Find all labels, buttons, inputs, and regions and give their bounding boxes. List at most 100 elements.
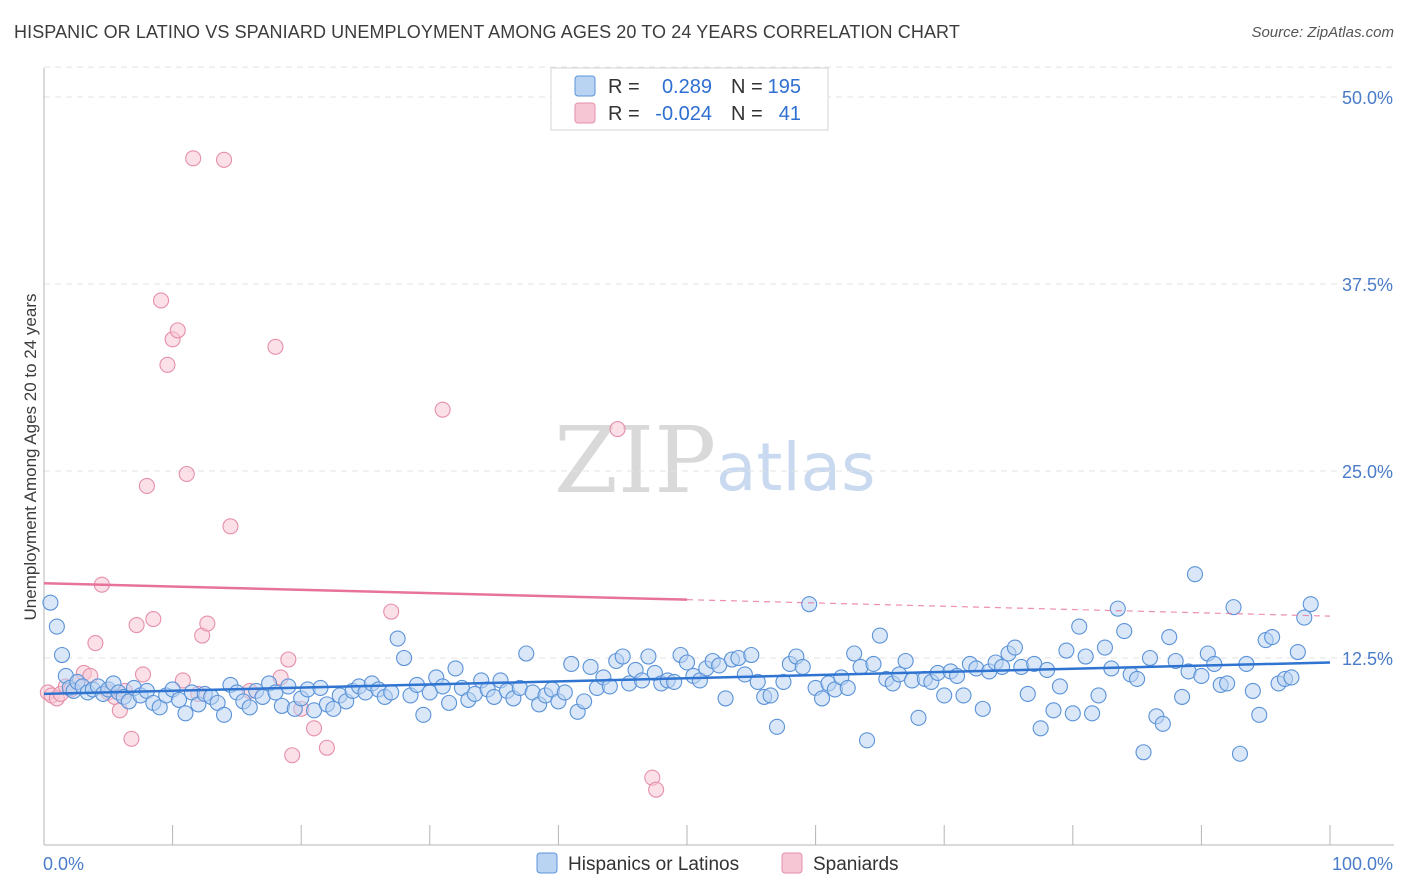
spaniard-point (306, 720, 323, 737)
hispanic-point (1006, 639, 1023, 656)
legend-r-value-pink: -0.024 (655, 103, 712, 125)
legend-n-label-blue: N = (731, 76, 763, 98)
hispanic-point (447, 660, 464, 677)
spaniard-point (215, 151, 233, 168)
spaniard-point (87, 634, 104, 652)
axes (43, 68, 1394, 846)
legend-r-label-pink: R = (608, 103, 640, 125)
hispanic-point (1186, 566, 1204, 583)
spaniard-point (383, 603, 400, 620)
hispanic-point (1129, 670, 1146, 687)
hispanic-point (518, 645, 535, 662)
hispanic-point (1225, 599, 1242, 616)
hispanic-point (974, 700, 991, 717)
hispanic-point (280, 678, 297, 695)
hispanic-point (53, 646, 71, 664)
legend-swatch-blue (574, 75, 596, 97)
hispanic-point (775, 673, 792, 690)
spaniard-point (178, 465, 195, 483)
hispanic-point (614, 648, 631, 665)
hispanic-point (871, 627, 888, 644)
hispanic-point (1090, 687, 1107, 704)
hispanic-point (743, 646, 760, 664)
hispanic-point (48, 618, 65, 635)
spaniard-point (134, 666, 152, 683)
hispanic-point (1302, 596, 1319, 613)
source-credit: Source: ZipAtlas.com (1251, 24, 1394, 41)
hispanic-point (994, 658, 1011, 676)
bottom-legend-label-hispanics: Hispanics or Latinos (568, 854, 739, 875)
watermark-atlas: atlas (716, 429, 876, 506)
hispanic-point (415, 706, 432, 723)
hispanic-point (1019, 685, 1036, 702)
hispanic-point (794, 658, 811, 676)
legend-n-label-pink: N = (731, 103, 763, 125)
spaniard-point (199, 615, 216, 632)
series-legend: Hispanics or Latinos Spaniards (536, 852, 899, 875)
hispanic-point (1264, 629, 1281, 646)
hispanic-point (768, 718, 786, 735)
hispanic-point (955, 687, 972, 704)
bottom-legend-swatch-blue (536, 852, 558, 874)
bottom-legend-swatch-pink (781, 852, 803, 874)
y-tick-label: 25.0% (1342, 462, 1393, 482)
hispanic-point (1051, 678, 1068, 695)
spaniard-point (169, 322, 186, 339)
hispanic-point (1161, 629, 1178, 646)
hispanic-point (556, 684, 573, 701)
y-axis-label: Unemployment Among Ages 20 to 24 years (21, 294, 40, 621)
hispanic-point (1071, 618, 1088, 635)
hispanic-point (1064, 705, 1081, 722)
hispanic-point (241, 699, 258, 716)
hispanic-point (1032, 720, 1049, 737)
x-tick-label-start: 0.0% (43, 854, 84, 874)
hispanic-point (1244, 682, 1261, 699)
y-tick-labels: 12.5% 25.0% 37.5% 50.0% (1342, 88, 1393, 669)
hispanic-point (1096, 639, 1113, 656)
spaniard-point (648, 781, 665, 798)
spaniard-point (267, 338, 284, 355)
trend-lines (43, 581, 1331, 696)
hispanic-point (177, 705, 194, 722)
hispanic-point (1289, 643, 1306, 661)
watermark-zip: ZIP (554, 407, 716, 514)
hispanic-point (325, 700, 342, 717)
hispanic-point (749, 673, 766, 690)
hispanic-point (1283, 669, 1300, 686)
spaniard-trend-line (43, 581, 688, 601)
legend-box (550, 67, 829, 131)
hispanic-point (389, 630, 406, 647)
spaniard-point (318, 739, 335, 756)
hispanic-point (1045, 702, 1062, 719)
hispanic-point (858, 732, 876, 749)
hispanic-point (1116, 623, 1133, 640)
hispanic-point (1109, 600, 1126, 617)
hispanics-points (42, 566, 1319, 762)
spaniard-point (185, 150, 202, 167)
hispanic-point (1058, 642, 1075, 659)
hispanic-point (434, 678, 451, 695)
spaniard-point (222, 518, 239, 535)
legend-r-value-blue: 0.289 (662, 76, 712, 98)
hispanic-point (865, 655, 882, 673)
hispanic-point (1174, 688, 1191, 705)
y-tick-label: 12.5% (1342, 649, 1393, 669)
hispanic-point (396, 649, 413, 667)
hispanic-point (1167, 652, 1184, 670)
y-tick-label: 50.0% (1342, 88, 1393, 108)
hispanic-point (215, 706, 233, 723)
spaniard-point (123, 730, 140, 747)
hispanic-point (717, 690, 734, 707)
hispanic-trend-line (43, 661, 1331, 696)
spaniard-point (145, 611, 162, 628)
hispanic-point (1231, 745, 1249, 762)
hispanic-point (640, 648, 657, 665)
hispanic-point (42, 594, 59, 611)
spaniard-trend-line-extension (686, 599, 1331, 617)
spaniard-point (159, 356, 176, 373)
hispanic-point (897, 652, 914, 670)
hispanic-point (1251, 706, 1268, 723)
hispanic-point (1296, 609, 1313, 626)
spaniard-point (152, 292, 170, 309)
